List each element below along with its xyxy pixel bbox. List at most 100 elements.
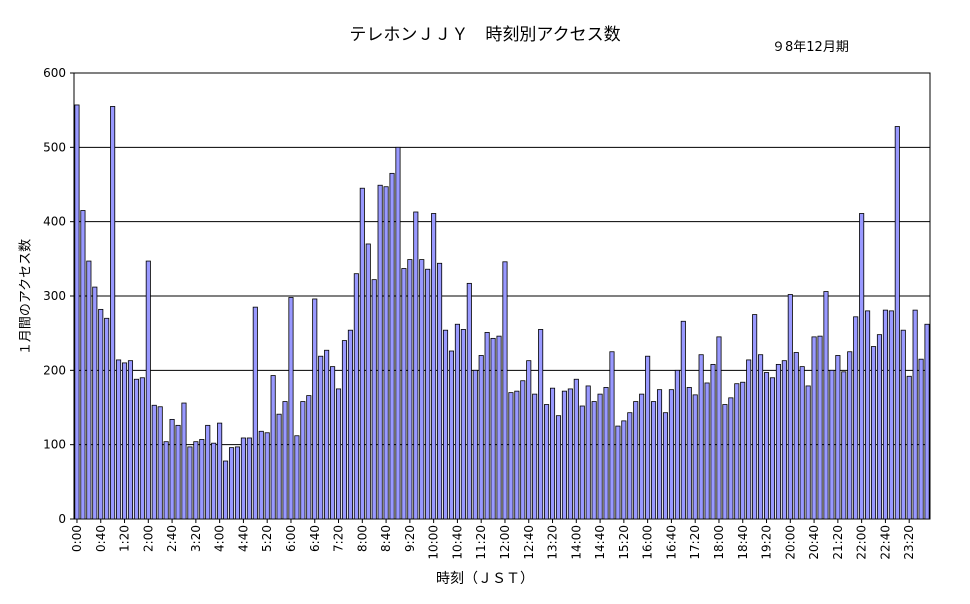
bar bbox=[133, 378, 139, 520]
x-tick-label: 13:20 bbox=[546, 525, 560, 560]
bar bbox=[383, 186, 389, 520]
bar bbox=[924, 323, 930, 520]
bar bbox=[579, 405, 585, 520]
bar bbox=[752, 314, 758, 520]
bar bbox=[151, 404, 157, 520]
bar bbox=[662, 412, 669, 520]
bar bbox=[478, 355, 484, 520]
x-tick-label: 15:20 bbox=[617, 525, 631, 560]
x-tick-label: 6:00 bbox=[284, 525, 298, 552]
bar bbox=[472, 369, 478, 520]
y-tick-label: 0 bbox=[58, 512, 66, 526]
bar bbox=[740, 381, 746, 520]
bar bbox=[645, 355, 651, 520]
bar bbox=[651, 401, 657, 520]
bar bbox=[853, 316, 859, 520]
bar bbox=[775, 363, 781, 520]
bar bbox=[870, 346, 877, 520]
x-tick-label: 14:00 bbox=[569, 525, 583, 560]
x-tick-label: 12:00 bbox=[498, 525, 512, 560]
bar bbox=[490, 337, 496, 520]
bar bbox=[514, 390, 520, 520]
x-tick-label: 16:40 bbox=[664, 525, 678, 560]
bar bbox=[330, 366, 336, 520]
bar bbox=[288, 297, 294, 520]
bar bbox=[722, 404, 728, 520]
x-tick-label: 18:40 bbox=[736, 525, 750, 560]
bar bbox=[793, 352, 799, 520]
bar bbox=[139, 377, 145, 520]
bar bbox=[603, 387, 609, 520]
bar bbox=[865, 310, 871, 520]
x-tick-label: 2:40 bbox=[165, 525, 179, 552]
bar bbox=[318, 355, 324, 520]
bar bbox=[371, 279, 377, 520]
bar bbox=[544, 404, 550, 520]
bar bbox=[758, 354, 764, 520]
bar bbox=[876, 334, 883, 520]
bar bbox=[704, 382, 710, 520]
bar bbox=[811, 336, 817, 520]
bar bbox=[615, 425, 621, 520]
bar bbox=[520, 380, 526, 520]
x-tick-label: 9:20 bbox=[403, 525, 417, 552]
bar bbox=[567, 388, 573, 520]
bar bbox=[448, 350, 455, 520]
bar bbox=[561, 390, 567, 520]
gridlines bbox=[74, 146, 930, 446]
bar bbox=[104, 317, 110, 520]
bar bbox=[389, 172, 395, 520]
y-tick-label: 300 bbox=[43, 289, 66, 303]
bar bbox=[900, 329, 906, 520]
bar bbox=[698, 354, 704, 520]
x-tick-label: 7:20 bbox=[332, 525, 346, 552]
bar bbox=[240, 437, 246, 520]
bar bbox=[359, 187, 365, 520]
bar bbox=[716, 336, 722, 520]
bar bbox=[193, 441, 199, 520]
x-tick-label: 0:00 bbox=[70, 525, 84, 552]
bar bbox=[127, 360, 134, 520]
x-tick-label: 10:00 bbox=[427, 525, 441, 560]
x-tick-label: 5:20 bbox=[260, 525, 274, 552]
bar bbox=[906, 375, 912, 520]
bar bbox=[181, 402, 187, 520]
bar bbox=[627, 412, 633, 520]
chart-subtitle: ９8年12月期 bbox=[772, 40, 849, 55]
x-tick-label: 6:40 bbox=[308, 525, 322, 552]
bar bbox=[306, 395, 312, 520]
bar bbox=[538, 329, 544, 520]
bar bbox=[835, 355, 841, 520]
bar bbox=[92, 286, 98, 520]
bar bbox=[918, 358, 924, 520]
bar bbox=[335, 388, 342, 520]
bar bbox=[175, 424, 181, 520]
bar bbox=[324, 349, 330, 520]
bar bbox=[549, 387, 556, 520]
bar bbox=[799, 366, 805, 520]
bar bbox=[431, 213, 437, 520]
bar bbox=[121, 362, 128, 520]
bar bbox=[502, 261, 508, 520]
y-tick-label: 200 bbox=[43, 363, 66, 377]
x-axis-label: 時刻（ＪＳＴ） bbox=[436, 571, 534, 587]
x-ticks: 0:00 0:40 1:20 2:00 2:40 3:20 4:00 4:40 5:20 6:00… bbox=[70, 519, 916, 560]
x-tick-label: 12:40 bbox=[522, 525, 536, 560]
x-tick-label: 11:20 bbox=[474, 525, 488, 560]
bar bbox=[252, 306, 258, 520]
x-tick-label: 8:40 bbox=[379, 525, 393, 552]
bar bbox=[205, 424, 211, 520]
bar bbox=[668, 389, 674, 520]
bar bbox=[674, 369, 680, 520]
y-tick-label: 400 bbox=[43, 215, 66, 229]
bar bbox=[621, 420, 627, 520]
bar bbox=[199, 439, 205, 520]
bar bbox=[526, 360, 532, 520]
bar bbox=[80, 210, 86, 520]
bar bbox=[74, 104, 80, 520]
bar bbox=[347, 329, 353, 520]
bar bbox=[508, 392, 514, 520]
bar bbox=[419, 259, 425, 520]
x-tick-label: 4:00 bbox=[213, 525, 227, 552]
